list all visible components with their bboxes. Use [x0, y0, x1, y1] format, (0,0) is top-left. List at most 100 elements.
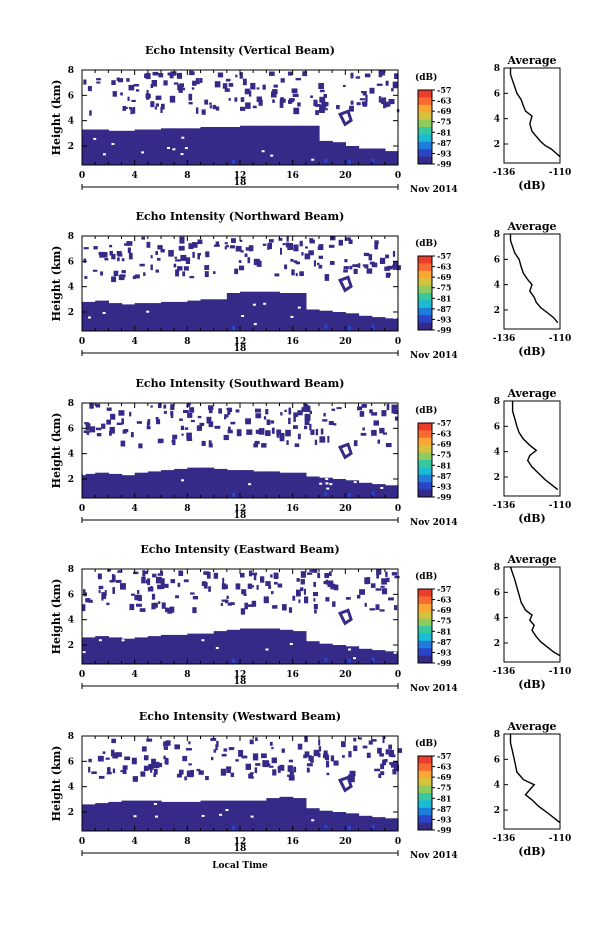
- colorbar-band: [418, 445, 432, 454]
- upper-echo: [290, 258, 294, 262]
- colorbar-band: [418, 807, 432, 816]
- upper-echo: [390, 754, 396, 758]
- y-axis-label: Height (km): [50, 413, 63, 489]
- echo-gap: [353, 657, 356, 660]
- upper-echo: [272, 89, 276, 94]
- colorbar-tick-label: -63: [437, 96, 452, 106]
- upper-echo: [385, 101, 389, 108]
- upper-echo: [100, 271, 103, 276]
- upper-echo: [131, 757, 137, 765]
- colorbar-unit: (dB): [415, 571, 437, 582]
- upper-echo: [185, 257, 191, 264]
- upper-echo: [238, 265, 245, 271]
- upper-echo: [118, 410, 125, 416]
- upper-echo: [170, 413, 174, 419]
- upper-echo: [300, 571, 306, 578]
- upper-echo: [186, 404, 190, 408]
- heatmap-cell: [358, 815, 373, 831]
- upper-echo: [245, 418, 251, 425]
- upper-echo: [133, 84, 139, 87]
- upper-echo: [306, 767, 310, 773]
- upper-echo: [287, 243, 293, 250]
- upper-echo: [391, 407, 395, 414]
- upper-echo: [163, 404, 167, 409]
- upper-echo: [381, 70, 385, 75]
- isolated-echo: [337, 275, 353, 293]
- upper-echo: [362, 264, 369, 267]
- colorbar-tick-label: -93: [437, 148, 452, 158]
- upper-echo: [85, 423, 91, 430]
- heatmap-cell: [187, 467, 202, 498]
- upper-echo: [287, 765, 293, 772]
- upper-echo: [158, 73, 164, 78]
- colorbar-band: [418, 423, 432, 431]
- heatmap-cell: [266, 471, 281, 498]
- heatmap-cell: [240, 800, 254, 831]
- colorbar-band: [418, 618, 432, 627]
- upper-echo: [394, 605, 398, 611]
- upper-echo: [379, 753, 384, 757]
- upper-echo: [208, 407, 213, 414]
- upper-echo: [188, 93, 193, 101]
- upper-echo: [235, 583, 241, 590]
- colorbar-band: [418, 149, 432, 158]
- upper-echo: [203, 571, 209, 575]
- upper-echo: [136, 421, 142, 424]
- heatmap-cell: [161, 801, 175, 831]
- x-tick-label: 20: [339, 171, 352, 181]
- upper-echo: [226, 595, 229, 600]
- upper-echo: [163, 755, 166, 760]
- colorbar-band: [418, 793, 432, 801]
- upper-echo: [303, 403, 306, 407]
- heatmap-cell: [253, 291, 267, 331]
- upper-echo: [96, 81, 101, 84]
- heatmap-cell: [82, 301, 96, 331]
- upper-echo: [381, 98, 386, 105]
- upper-echo: [236, 429, 242, 437]
- upper-echo: [146, 89, 149, 94]
- upper-echo: [353, 268, 358, 274]
- heatmap-cell: [134, 303, 149, 331]
- upper-echo: [244, 602, 248, 610]
- upper-echo: [256, 96, 262, 102]
- upper-echo: [298, 599, 301, 604]
- upper-echo: [240, 572, 245, 578]
- y-axis-label: Height (km): [50, 579, 63, 655]
- upper-echo: [158, 403, 162, 409]
- upper-echo: [247, 583, 253, 589]
- upper-echo: [240, 106, 246, 111]
- echo-gap: [379, 477, 383, 480]
- upper-echo: [225, 78, 231, 82]
- upper-echo: [121, 418, 124, 425]
- upper-echo: [288, 71, 293, 76]
- upper-echo: [154, 768, 158, 775]
- upper-echo: [187, 412, 193, 418]
- x-tick-label: 16: [286, 171, 299, 181]
- upper-echo: [314, 609, 317, 614]
- x-tick-label: 8: [184, 171, 190, 181]
- upper-echo: [192, 596, 198, 600]
- upper-echo: [212, 104, 217, 110]
- avg-y-tick-label: 2: [494, 806, 500, 816]
- upper-echo: [125, 106, 128, 109]
- avg-y-tick-label: 8: [494, 730, 500, 740]
- upper-echo: [109, 431, 112, 436]
- upper-echo: [95, 403, 101, 408]
- upper-echo: [221, 599, 228, 602]
- heatmap-cell: [384, 651, 399, 664]
- upper-echo: [179, 418, 183, 421]
- colorbar-band: [418, 156, 432, 165]
- heatmap-cell: [345, 646, 360, 664]
- upper-echo: [131, 99, 136, 102]
- upper-echo: [199, 78, 203, 83]
- echo-gap: [88, 316, 91, 319]
- x-tick-label: 20: [339, 337, 352, 347]
- upper-echo: [333, 760, 339, 766]
- upper-echo: [345, 597, 351, 600]
- upper-echo: [254, 767, 258, 774]
- upper-echo: [220, 602, 223, 606]
- upper-echo: [293, 425, 298, 429]
- heatmap-cell: [226, 800, 241, 831]
- heatmap-cell: [279, 472, 294, 498]
- x-tick-label: 12: [234, 670, 247, 680]
